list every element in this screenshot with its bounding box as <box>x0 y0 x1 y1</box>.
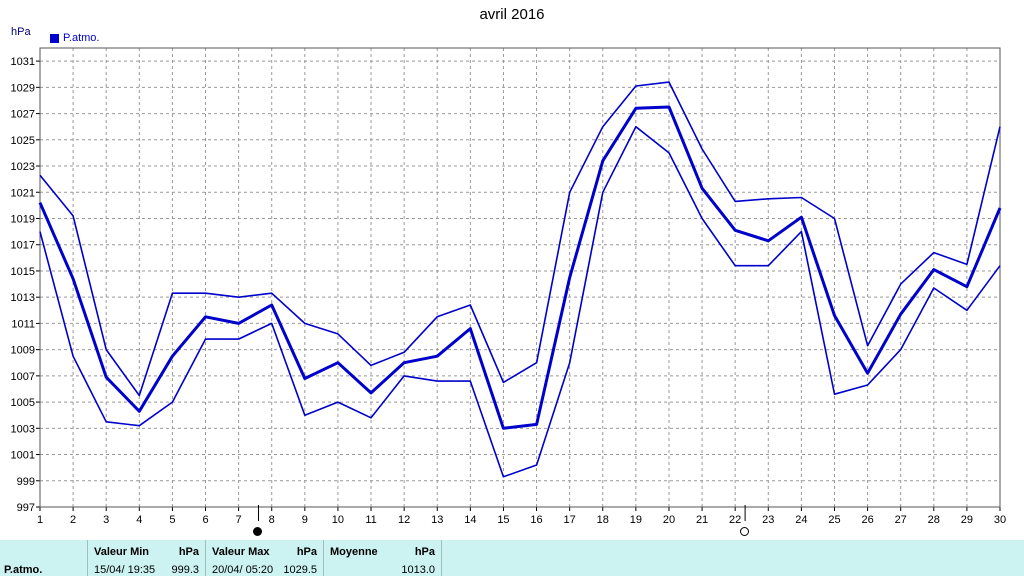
x-tick-label: 15 <box>497 514 509 526</box>
y-tick-label: 1027 <box>11 109 35 121</box>
y-tick-label: 1015 <box>11 266 35 278</box>
x-tick-label: 28 <box>928 514 940 526</box>
x-tick-label: 27 <box>895 514 907 526</box>
x-tick-label: 18 <box>597 514 609 526</box>
x-tick-label: 2 <box>70 514 76 526</box>
y-tick-label: 1003 <box>11 423 35 435</box>
y-tick-label: 1017 <box>11 240 35 252</box>
x-tick-label: 21 <box>696 514 708 526</box>
legend: P.atmo. <box>50 32 100 44</box>
y-tick-label: 1007 <box>11 371 35 383</box>
y-tick-label: 1021 <box>11 187 35 199</box>
y-tick-label: 1013 <box>11 292 35 304</box>
min-date: 15/04/ 19:35 <box>94 564 156 576</box>
stats-row-label-cell: P.atmo. <box>0 540 88 576</box>
x-tick-label: 1 <box>37 514 43 526</box>
x-tick-label: 14 <box>464 514 476 526</box>
y-tick-label: 1001 <box>11 450 35 462</box>
chart-title: avril 2016 <box>479 6 545 23</box>
x-tick-label: 25 <box>828 514 840 526</box>
new-moon-icon <box>253 527 262 536</box>
y-tick-label: 999 <box>17 476 35 488</box>
x-tick-label: 8 <box>269 514 275 526</box>
x-tick-label: 17 <box>564 514 576 526</box>
y-tick-label: 1009 <box>11 345 35 357</box>
avg-unit: hPa <box>414 546 435 558</box>
avg-value: 1013.0 <box>401 564 435 576</box>
x-tick-label: 9 <box>302 514 308 526</box>
min-unit: hPa <box>178 546 199 558</box>
y-tick-label: 1019 <box>11 213 35 225</box>
x-tick-label: 26 <box>861 514 873 526</box>
x-tick-label: 30 <box>994 514 1006 526</box>
max-value: 1029.5 <box>283 564 317 576</box>
x-tick-label: 13 <box>431 514 443 526</box>
y-tick-label: 1005 <box>11 397 35 409</box>
x-tick-label: 11 <box>365 514 376 526</box>
y-tick-label: 1025 <box>11 135 35 147</box>
max-date: 20/04/ 05:20 <box>212 564 274 576</box>
y-axis-unit-label: hPa <box>11 26 31 38</box>
legend-label: P.atmo. <box>63 32 100 44</box>
series-line-mean <box>38 105 1002 430</box>
x-tick-label: 22 <box>729 514 741 526</box>
x-tick-label: 5 <box>169 514 175 526</box>
stats-avg-cell: Moyenne hPa 1013.0 <box>324 540 442 576</box>
min-header: Valeur Min <box>94 546 150 558</box>
x-tick-label: 20 <box>663 514 675 526</box>
min-value: 999.3 <box>171 564 199 576</box>
plot-frame <box>39 47 1001 508</box>
x-tick-label: 4 <box>136 514 142 526</box>
x-tick-label: 3 <box>103 514 109 526</box>
y-tick-label: 997 <box>17 502 35 514</box>
stats-max-cell: Valeur Max hPa 20/04/ 05:20 1029.5 <box>206 540 324 576</box>
x-tick-label: 23 <box>762 514 774 526</box>
x-tick-label: 29 <box>961 514 973 526</box>
x-tick-label: 19 <box>630 514 642 526</box>
x-tick-label: 7 <box>236 514 242 526</box>
y-tick-label: 1023 <box>11 161 35 173</box>
series-line-max <box>39 81 1001 397</box>
x-tick-label: 12 <box>398 514 410 526</box>
max-header: Valeur Max <box>212 546 270 558</box>
pressure-chart: 1 2 3 4 5 6 7 8 9 10 11 12 13 14 15 16 17 18 19 20 21 22 23 24 2… <box>11 47 1006 526</box>
y-tick-label: 1029 <box>11 82 35 94</box>
x-tick-label: 10 <box>332 514 344 526</box>
series-line-min <box>39 125 1001 478</box>
stats-min-cell: Valeur Min hPa 15/04/ 19:35 999.3 <box>88 540 206 576</box>
legend-swatch <box>50 33 59 43</box>
stats-row-label: P.atmo. <box>4 564 43 576</box>
max-unit: hPa <box>296 546 317 558</box>
full-moon-icon <box>740 527 749 536</box>
y-tick-label: 1011 <box>11 318 35 330</box>
x-tick-label: 6 <box>202 514 208 526</box>
y-tick-label: 1031 <box>11 56 35 68</box>
avg-header: Moyenne <box>330 546 378 558</box>
x-tick-label: 16 <box>530 514 542 526</box>
stats-table: P.atmo. Valeur Min hPa 15/04/ 19:35 999.… <box>0 540 1024 576</box>
x-tick-label: 24 <box>795 514 807 526</box>
